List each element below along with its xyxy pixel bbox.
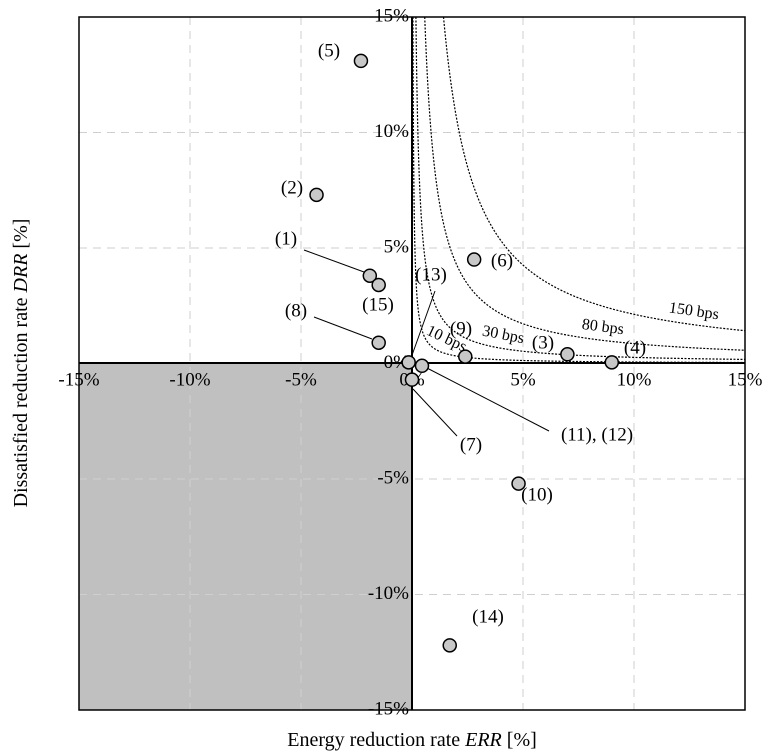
y-tick-label: 5% bbox=[384, 236, 410, 257]
point-p5 bbox=[353, 53, 369, 69]
curve-label: 80 bps bbox=[581, 316, 625, 338]
x-tick-label: 15% bbox=[728, 369, 763, 390]
shaded-quadrant bbox=[79, 363, 412, 710]
point-p2 bbox=[309, 187, 324, 203]
grid bbox=[79, 17, 745, 710]
data-points: (1) (2) (3) (4) (5) (6) (7) (8) (9) (10) (11), (12… bbox=[275, 40, 646, 653]
point-p10 bbox=[511, 476, 526, 491]
point-p7 bbox=[404, 372, 420, 387]
x-tick-label: 5% bbox=[510, 369, 536, 390]
y-tick-label: -10% bbox=[368, 583, 409, 604]
point-label-p9: (9) bbox=[450, 318, 472, 339]
point-p11 bbox=[414, 358, 430, 374]
x-axis-title-unit: [%] bbox=[502, 729, 537, 751]
point-label-p6: (6) bbox=[491, 250, 513, 271]
iso-curve-2 bbox=[424, 16, 746, 351]
point-label-p8: (8) bbox=[285, 300, 307, 321]
x-tick-label: 10% bbox=[617, 369, 652, 390]
y-tick-label: 10% bbox=[374, 121, 409, 142]
leader-line-7 bbox=[412, 388, 458, 437]
point-label-p4: (4) bbox=[624, 337, 646, 358]
point-p14 bbox=[442, 638, 457, 653]
x-tick-label: -5% bbox=[285, 369, 317, 390]
y-tick-label: 0% bbox=[384, 352, 410, 373]
point-p1 bbox=[362, 268, 378, 283]
x-axis-title-italic: ERR bbox=[464, 729, 502, 751]
x-tick-label: -10% bbox=[169, 369, 210, 390]
y-axis-title-plain: Dissatisfied reduction rate bbox=[10, 292, 32, 507]
leader-line-11-12 bbox=[424, 366, 550, 432]
y-axis-title: Dissatisfied reduction rate DRR [%] bbox=[10, 219, 32, 508]
leader-line-8 bbox=[313, 316, 373, 340]
point-p13 bbox=[401, 355, 416, 370]
point-p9 bbox=[458, 349, 473, 364]
y-tick-label: -15% bbox=[368, 698, 409, 719]
point-label-p14: (14) bbox=[472, 606, 504, 627]
point-p3 bbox=[560, 347, 575, 362]
y-tick-label: 15% bbox=[374, 5, 409, 26]
point-label-p13: (13) bbox=[415, 264, 447, 285]
leader-line-1 bbox=[303, 249, 365, 273]
point-label-p1: (1) bbox=[275, 228, 297, 249]
point-p8 bbox=[371, 335, 386, 350]
point-label-p7: (7) bbox=[460, 434, 482, 455]
curve-label: 150 bps bbox=[668, 299, 720, 323]
iso-curve-3 bbox=[442, 16, 746, 332]
tick-labels: -15%-10%-5%0%5%10%15%15%10%5%0%-5%-10%-1… bbox=[58, 5, 762, 719]
leader-lines bbox=[303, 249, 550, 437]
point-label-p11: (11), (12) bbox=[561, 424, 633, 445]
y-axis-title-italic: DRR bbox=[10, 254, 32, 294]
point-label-p3: (3) bbox=[532, 332, 554, 353]
point-label-p5: (5) bbox=[318, 40, 340, 61]
point-p4 bbox=[604, 355, 620, 370]
x-tick-label: -15% bbox=[58, 369, 99, 390]
y-tick-label: -5% bbox=[377, 467, 409, 488]
point-label-p2: (2) bbox=[281, 177, 303, 198]
iso-curve-1 bbox=[415, 16, 746, 361]
y-axis-title-unit: [%] bbox=[10, 219, 32, 254]
point-p15 bbox=[371, 277, 386, 293]
x-axis-title-plain: Energy reduction rate bbox=[287, 729, 465, 751]
point-p6 bbox=[466, 252, 482, 267]
leader-line-13 bbox=[410, 290, 436, 359]
point-label-p10: (10) bbox=[521, 484, 553, 505]
point-label-p15: (15) bbox=[362, 294, 394, 315]
curve-label: 30 bps bbox=[481, 323, 526, 348]
x-axis-title: Energy reduction rate ERR [%] bbox=[287, 729, 537, 751]
